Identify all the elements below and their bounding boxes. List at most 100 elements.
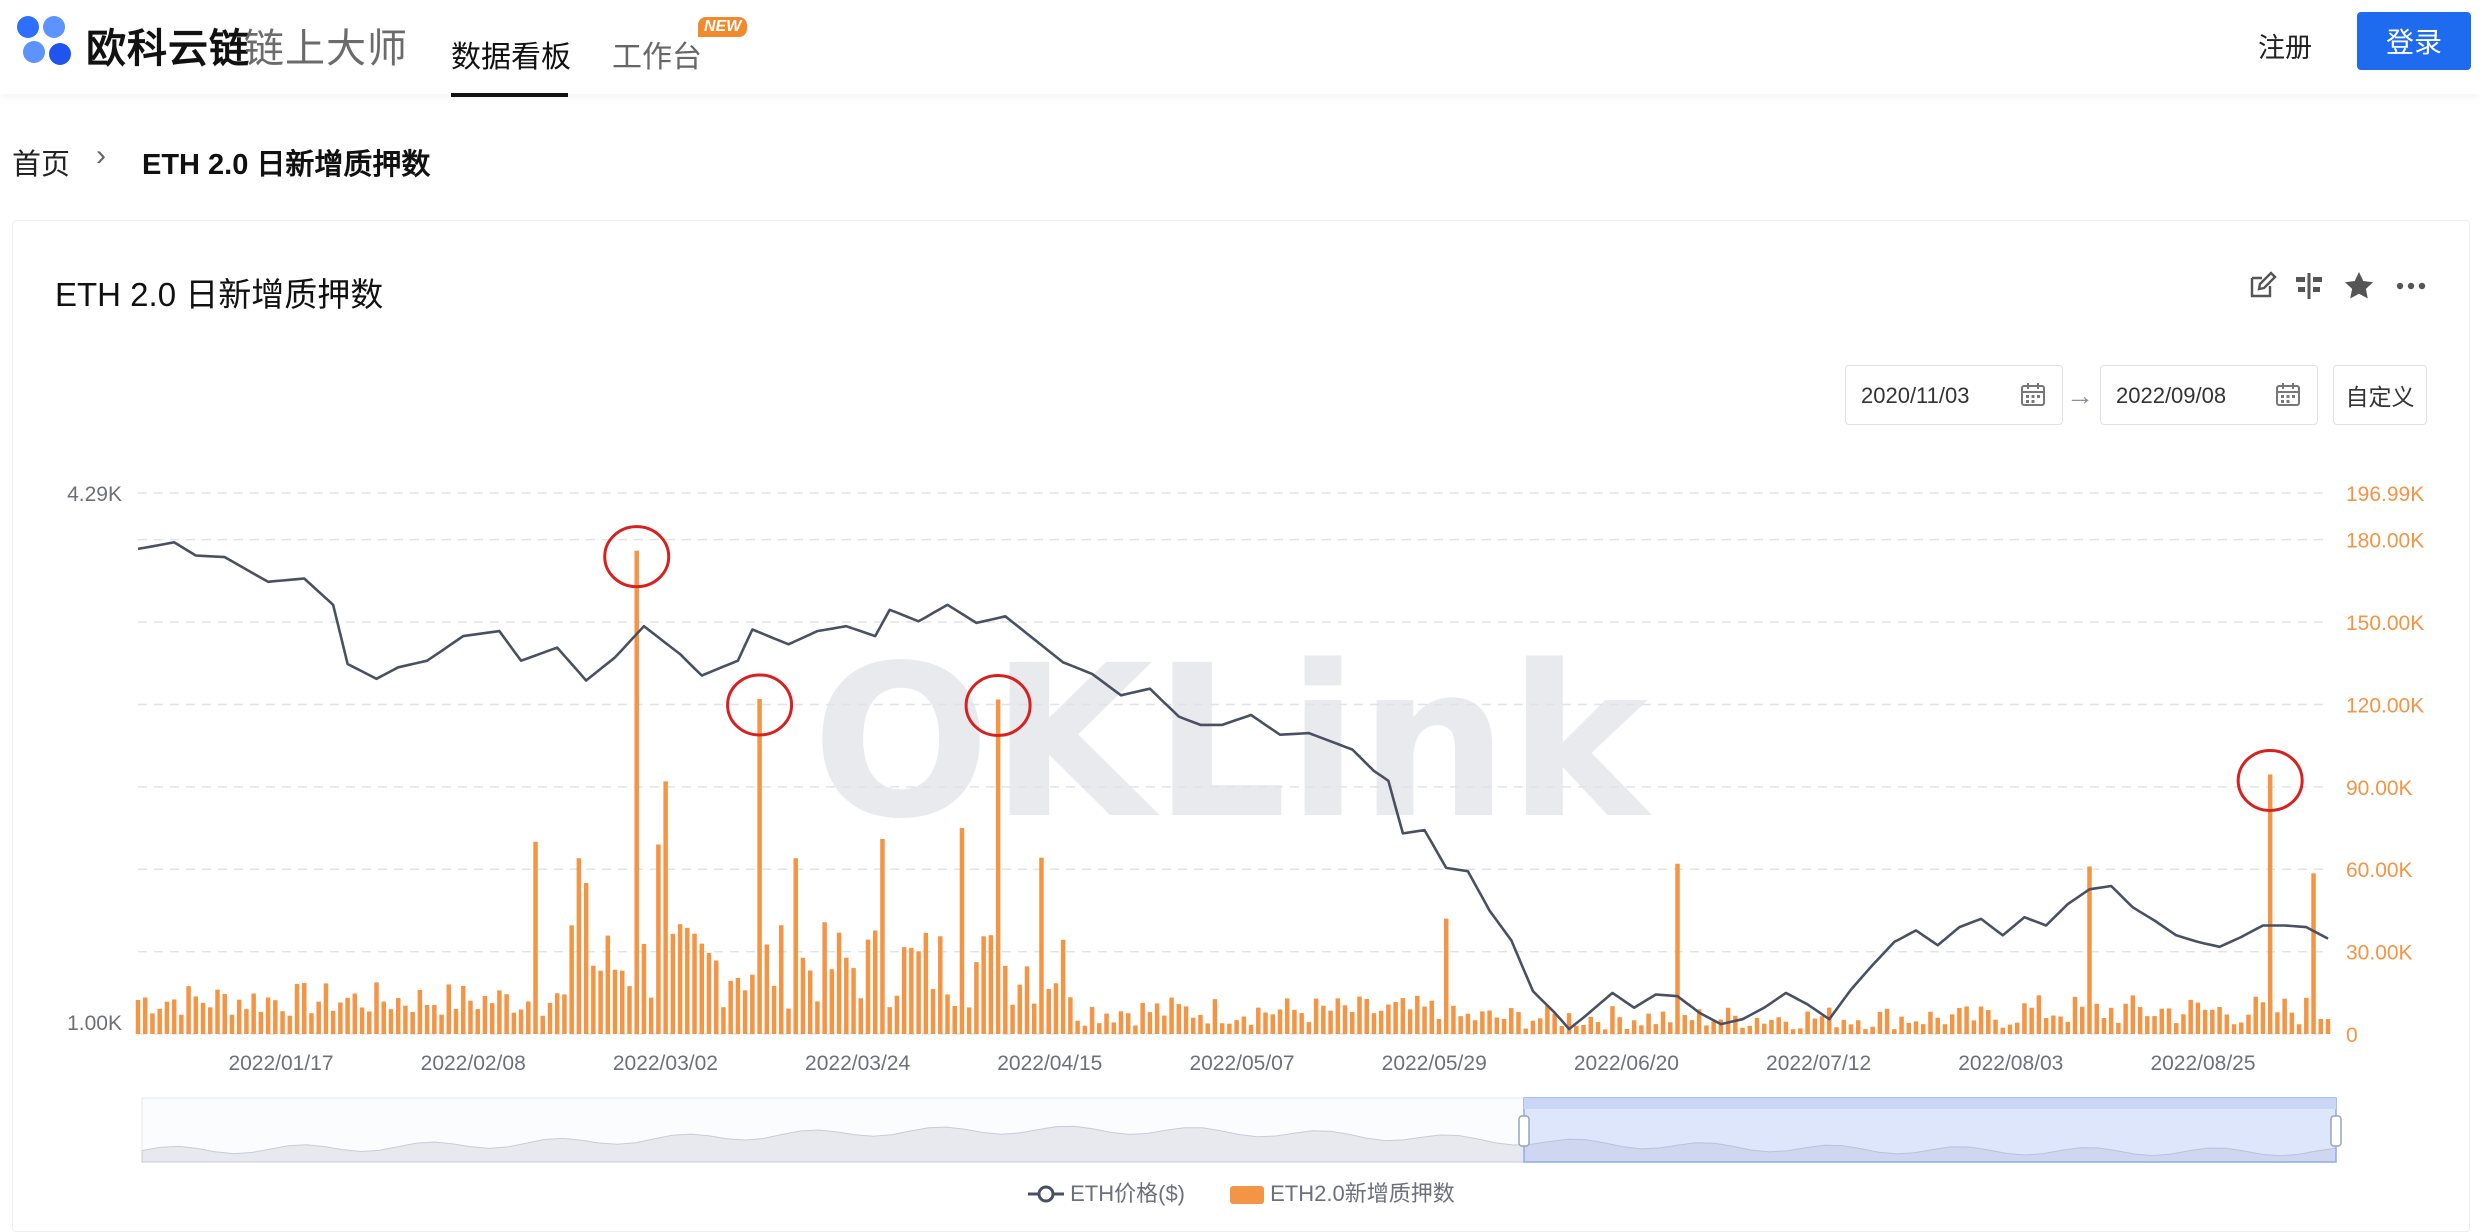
bar-staking bbox=[1581, 1024, 1586, 1034]
bar-staking bbox=[2108, 1007, 2114, 1034]
bar-staking bbox=[887, 1007, 892, 1034]
bar-staking bbox=[345, 997, 350, 1034]
bar-staking bbox=[851, 968, 856, 1034]
bar-staking bbox=[1899, 1016, 1904, 1034]
bar-staking bbox=[2051, 1015, 2056, 1034]
bar-staking bbox=[620, 970, 625, 1034]
bar-staking bbox=[287, 1015, 293, 1034]
bar-staking bbox=[1125, 1013, 1131, 1034]
bar-staking bbox=[1342, 1005, 1348, 1034]
bar-staking bbox=[1386, 1004, 1391, 1034]
bar-staking bbox=[1530, 1020, 1536, 1034]
bar-staking bbox=[771, 985, 777, 1034]
bar-staking bbox=[2065, 1021, 2071, 1034]
bar-staking bbox=[757, 698, 762, 1034]
bar-staking bbox=[2000, 1027, 2005, 1034]
edit-icon[interactable] bbox=[2244, 268, 2280, 304]
breadcrumb-separator-icon: › bbox=[96, 139, 106, 172]
bar-staking bbox=[2202, 1009, 2208, 1034]
highlight-circle bbox=[603, 525, 671, 589]
bar-staking bbox=[1407, 1009, 1413, 1034]
bar-staking bbox=[1754, 1017, 1760, 1034]
bar-staking bbox=[1812, 1018, 1818, 1034]
start-date-value: 2020/11/03 bbox=[1861, 383, 1970, 408]
watermark-text: OKLink bbox=[812, 620, 1653, 865]
bar-staking bbox=[1834, 1027, 1839, 1034]
end-date-input[interactable]: 2022/09/08 bbox=[2100, 365, 2318, 425]
bar-staking bbox=[497, 990, 502, 1034]
start-date-input[interactable]: 2020/11/03 bbox=[1845, 365, 2063, 425]
bar-staking bbox=[2058, 1016, 2063, 1034]
bar-staking bbox=[576, 858, 582, 1034]
brand-name[interactable]: 欧科云链 bbox=[86, 27, 250, 71]
bar-staking bbox=[2210, 1009, 2215, 1034]
bar-staking bbox=[1256, 1007, 1261, 1034]
bar-staking bbox=[966, 1007, 972, 1034]
more-icon[interactable] bbox=[2393, 268, 2429, 304]
breadcrumb-home[interactable]: 首页 bbox=[12, 149, 71, 181]
split-icon[interactable] bbox=[2291, 268, 2327, 304]
bar-staking bbox=[1509, 1008, 1514, 1034]
bar-staking bbox=[713, 960, 719, 1034]
bar-staking bbox=[1263, 1012, 1268, 1034]
bar-staking bbox=[511, 1012, 517, 1034]
bar-staking bbox=[2043, 1018, 2049, 1034]
bar-staking bbox=[150, 1013, 155, 1034]
zoom-slider-overview bbox=[141, 1125, 2337, 1163]
bar-staking bbox=[1501, 1018, 1507, 1034]
bar-staking bbox=[244, 1009, 249, 1034]
bar-staking bbox=[1624, 1029, 1630, 1034]
bar-staking bbox=[2253, 996, 2258, 1034]
nav-data-dashboard[interactable]: 数据看板 bbox=[451, 41, 571, 74]
chart-card-title: ETH 2.0 日新增质押数 bbox=[55, 276, 384, 313]
zoom-slider-top-bar[interactable] bbox=[1524, 1098, 2336, 1109]
right-axis-tick-label: 30.00K bbox=[2346, 942, 2413, 965]
bar-staking bbox=[865, 939, 871, 1034]
bar-staking bbox=[1740, 1027, 1745, 1034]
bar-staking bbox=[699, 943, 705, 1034]
bar-staking bbox=[1284, 998, 1290, 1034]
calendar-icon[interactable] bbox=[2275, 382, 2301, 408]
bar-staking bbox=[280, 1011, 285, 1034]
nav-workbench[interactable]: 工作台 bbox=[612, 41, 702, 74]
zoom-slider-handle[interactable] bbox=[2330, 1115, 2342, 1147]
register-link[interactable]: 注册 bbox=[2258, 33, 2312, 63]
bar-staking bbox=[2195, 1002, 2201, 1034]
right-axis-tick-label: 90.00K bbox=[2346, 777, 2413, 800]
bar-staking bbox=[1118, 1011, 1124, 1034]
bar-staking bbox=[1270, 1014, 1275, 1034]
zoom-slider-handle[interactable] bbox=[1518, 1115, 1530, 1147]
bar-staking bbox=[1711, 1021, 1716, 1034]
bar-staking bbox=[1003, 965, 1008, 1034]
bar-staking bbox=[1559, 1026, 1565, 1034]
bar-staking bbox=[367, 1011, 372, 1034]
calendar-icon[interactable] bbox=[2020, 382, 2046, 408]
bar-staking bbox=[779, 925, 784, 1034]
bar-staking bbox=[2116, 1022, 2121, 1034]
bar-staking bbox=[1848, 1024, 1854, 1034]
bar-staking bbox=[1292, 1009, 1297, 1034]
bar-staking bbox=[424, 1004, 430, 1034]
bar-staking bbox=[1877, 1011, 1883, 1034]
bar-staking bbox=[453, 1009, 459, 1034]
brand-subtitle[interactable]: 链上大师 bbox=[244, 27, 408, 71]
bar-staking bbox=[381, 1001, 386, 1034]
x-axis-tick-label: 2022/04/15 bbox=[997, 1052, 1102, 1075]
bar-staking bbox=[1400, 998, 1406, 1034]
bar-staking bbox=[1928, 1011, 1933, 1034]
bar-staking bbox=[1733, 1015, 1738, 1034]
bar-staking bbox=[316, 1001, 321, 1034]
bar-staking bbox=[1978, 1006, 1984, 1034]
bar-staking bbox=[2014, 1022, 2020, 1034]
star-icon[interactable] bbox=[2341, 268, 2377, 304]
bar-staking bbox=[1277, 1009, 1283, 1034]
bar-staking bbox=[1393, 1001, 1398, 1034]
bar-staking bbox=[547, 1002, 553, 1034]
legend-item-eth-price[interactable]: ETH价格($) bbox=[1028, 1176, 1185, 1208]
login-button[interactable]: 登录 bbox=[2357, 12, 2471, 70]
bar-staking bbox=[135, 1000, 141, 1034]
legend-item-staking[interactable]: ETH2.0新增质押数 bbox=[1230, 1176, 1455, 1208]
custom-range-button[interactable]: 自定义 bbox=[2333, 365, 2427, 425]
okx-logo-icon[interactable] bbox=[14, 14, 76, 70]
bar-staking bbox=[2022, 1003, 2027, 1034]
